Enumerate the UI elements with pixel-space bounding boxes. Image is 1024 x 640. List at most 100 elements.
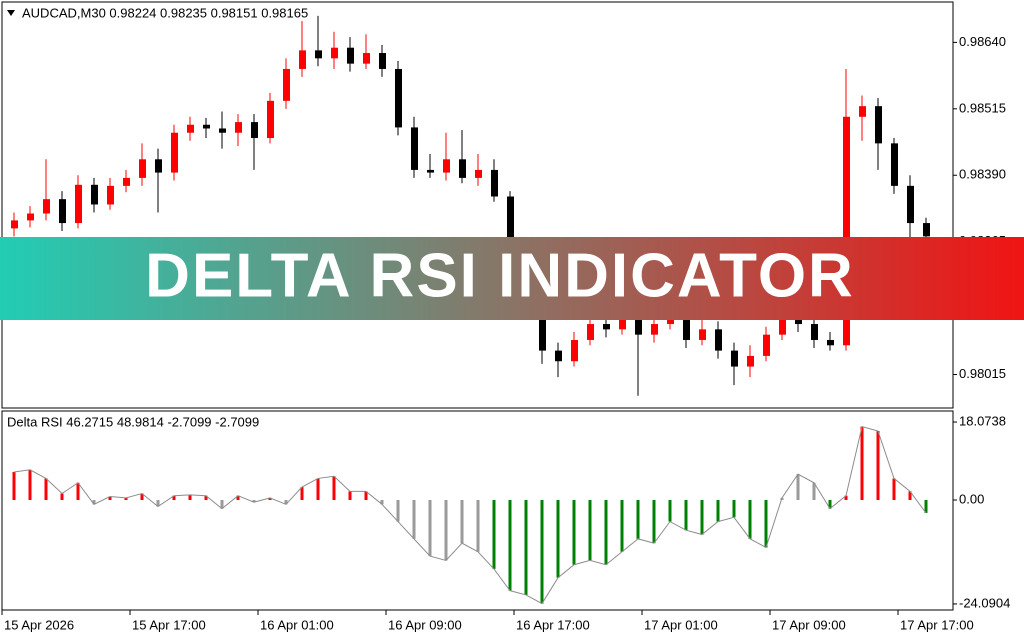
indicator-title: Delta RSI 46.2715 48.9814 -2.7099 -2.709…	[7, 414, 259, 429]
histogram-bar	[204, 495, 208, 501]
histogram-bar	[124, 497, 128, 501]
candle-body	[875, 106, 882, 144]
x-tick-label: 17 Apr 09:00	[772, 617, 846, 632]
histogram-bar	[732, 500, 736, 518]
candle-body	[459, 159, 466, 178]
histogram-bar	[892, 478, 896, 501]
histogram-bar	[604, 500, 608, 565]
candle-body	[395, 68, 402, 128]
histogram-bar	[476, 500, 480, 552]
indicator-panel	[1, 410, 954, 611]
histogram-bar	[828, 500, 832, 509]
histogram-bar	[28, 469, 32, 501]
histogram-bar	[876, 430, 880, 501]
x-tick-label: 17 Apr 01:00	[644, 617, 718, 632]
indicator-line	[13, 426, 927, 605]
histogram-bar	[572, 500, 576, 565]
histogram-bar	[76, 482, 80, 501]
histogram-bar	[540, 500, 544, 604]
x-tick-label: 16 Apr 09:00	[388, 617, 462, 632]
x-tick-label: 15 Apr 2026	[4, 617, 74, 632]
x-tick-label: 16 Apr 17:00	[516, 617, 590, 632]
candle-body	[571, 339, 578, 362]
y-tick-label: 18.0738	[959, 413, 1006, 428]
main-panel	[1, 1, 954, 409]
candle-body	[283, 68, 290, 101]
histogram-bar	[652, 500, 656, 544]
x-tick-label: 17 Apr 17:00	[900, 617, 974, 632]
histogram-bar	[428, 500, 432, 557]
candle-body	[379, 53, 386, 69]
histogram-bar	[236, 495, 240, 501]
candle-body	[779, 313, 786, 335]
candle-body	[683, 318, 690, 340]
histogram-bar	[412, 500, 416, 539]
histogram-bar	[44, 478, 48, 501]
histogram-bar	[316, 478, 320, 501]
menu-triangle[interactable]	[7, 10, 15, 16]
histogram-bar	[380, 500, 384, 505]
candle-body	[603, 324, 610, 330]
candle-body	[91, 184, 98, 205]
candle-body	[171, 132, 178, 173]
histogram-bar	[556, 500, 560, 578]
candle-body	[315, 50, 322, 59]
candle-body	[155, 159, 162, 173]
candle-body	[411, 127, 418, 170]
histogram-bar	[268, 497, 272, 501]
candle-body	[859, 106, 866, 117]
banner	[0, 237, 1024, 320]
candle-body	[907, 185, 914, 224]
histogram-bar	[668, 500, 672, 522]
candle-body	[203, 124, 210, 129]
histogram-bar	[620, 500, 624, 552]
candle-body	[139, 159, 146, 178]
candle-body	[587, 324, 594, 340]
histogram-bar	[924, 500, 928, 513]
candle-body	[219, 128, 226, 133]
histogram-bar	[860, 426, 864, 501]
candle-body	[651, 324, 658, 335]
candle-body	[923, 223, 930, 237]
histogram-bar	[684, 500, 688, 531]
histogram-bar	[444, 500, 448, 561]
histogram-bar	[60, 493, 64, 501]
candle-body	[491, 169, 498, 197]
histogram-bar	[636, 500, 640, 539]
candle-body	[251, 122, 258, 139]
candle-body	[331, 47, 338, 59]
histogram-bar	[844, 495, 848, 501]
histogram-bar	[284, 500, 288, 505]
histogram-bar	[748, 500, 752, 539]
candle-body	[715, 329, 722, 351]
histogram-bar	[188, 494, 192, 501]
candle-body	[427, 169, 434, 173]
histogram-bar	[524, 500, 528, 595]
histogram-bar	[508, 500, 512, 591]
main-title: AUDCAD,M30 0.98224 0.98235 0.98151 0.981…	[22, 5, 308, 20]
candle-body	[475, 169, 482, 178]
y-tick-label: 0.00	[959, 491, 984, 506]
candle-body	[347, 47, 354, 64]
candle-body	[635, 318, 642, 335]
y-tick-label: 0.98640	[959, 34, 1006, 49]
candle-body	[747, 355, 754, 367]
histogram-bar	[156, 500, 160, 507]
histogram-bar	[332, 476, 336, 501]
y-tick-label: 0.98515	[959, 100, 1006, 115]
y-tick-label: -24.0904	[959, 595, 1010, 610]
candle-body	[59, 199, 66, 224]
candle-body	[123, 177, 130, 186]
histogram-bar	[300, 487, 304, 501]
candle-body	[235, 122, 242, 133]
histogram-bar	[220, 500, 224, 509]
candle-body	[811, 324, 818, 340]
x-tick-label: 15 Apr 17:00	[132, 617, 206, 632]
histogram-bar	[796, 474, 800, 501]
candle-body	[555, 350, 562, 362]
candle-body	[267, 100, 274, 139]
banner-text: DELTA RSI INDICATOR	[145, 241, 855, 310]
histogram-bar	[908, 491, 912, 501]
candle-body	[27, 213, 34, 221]
